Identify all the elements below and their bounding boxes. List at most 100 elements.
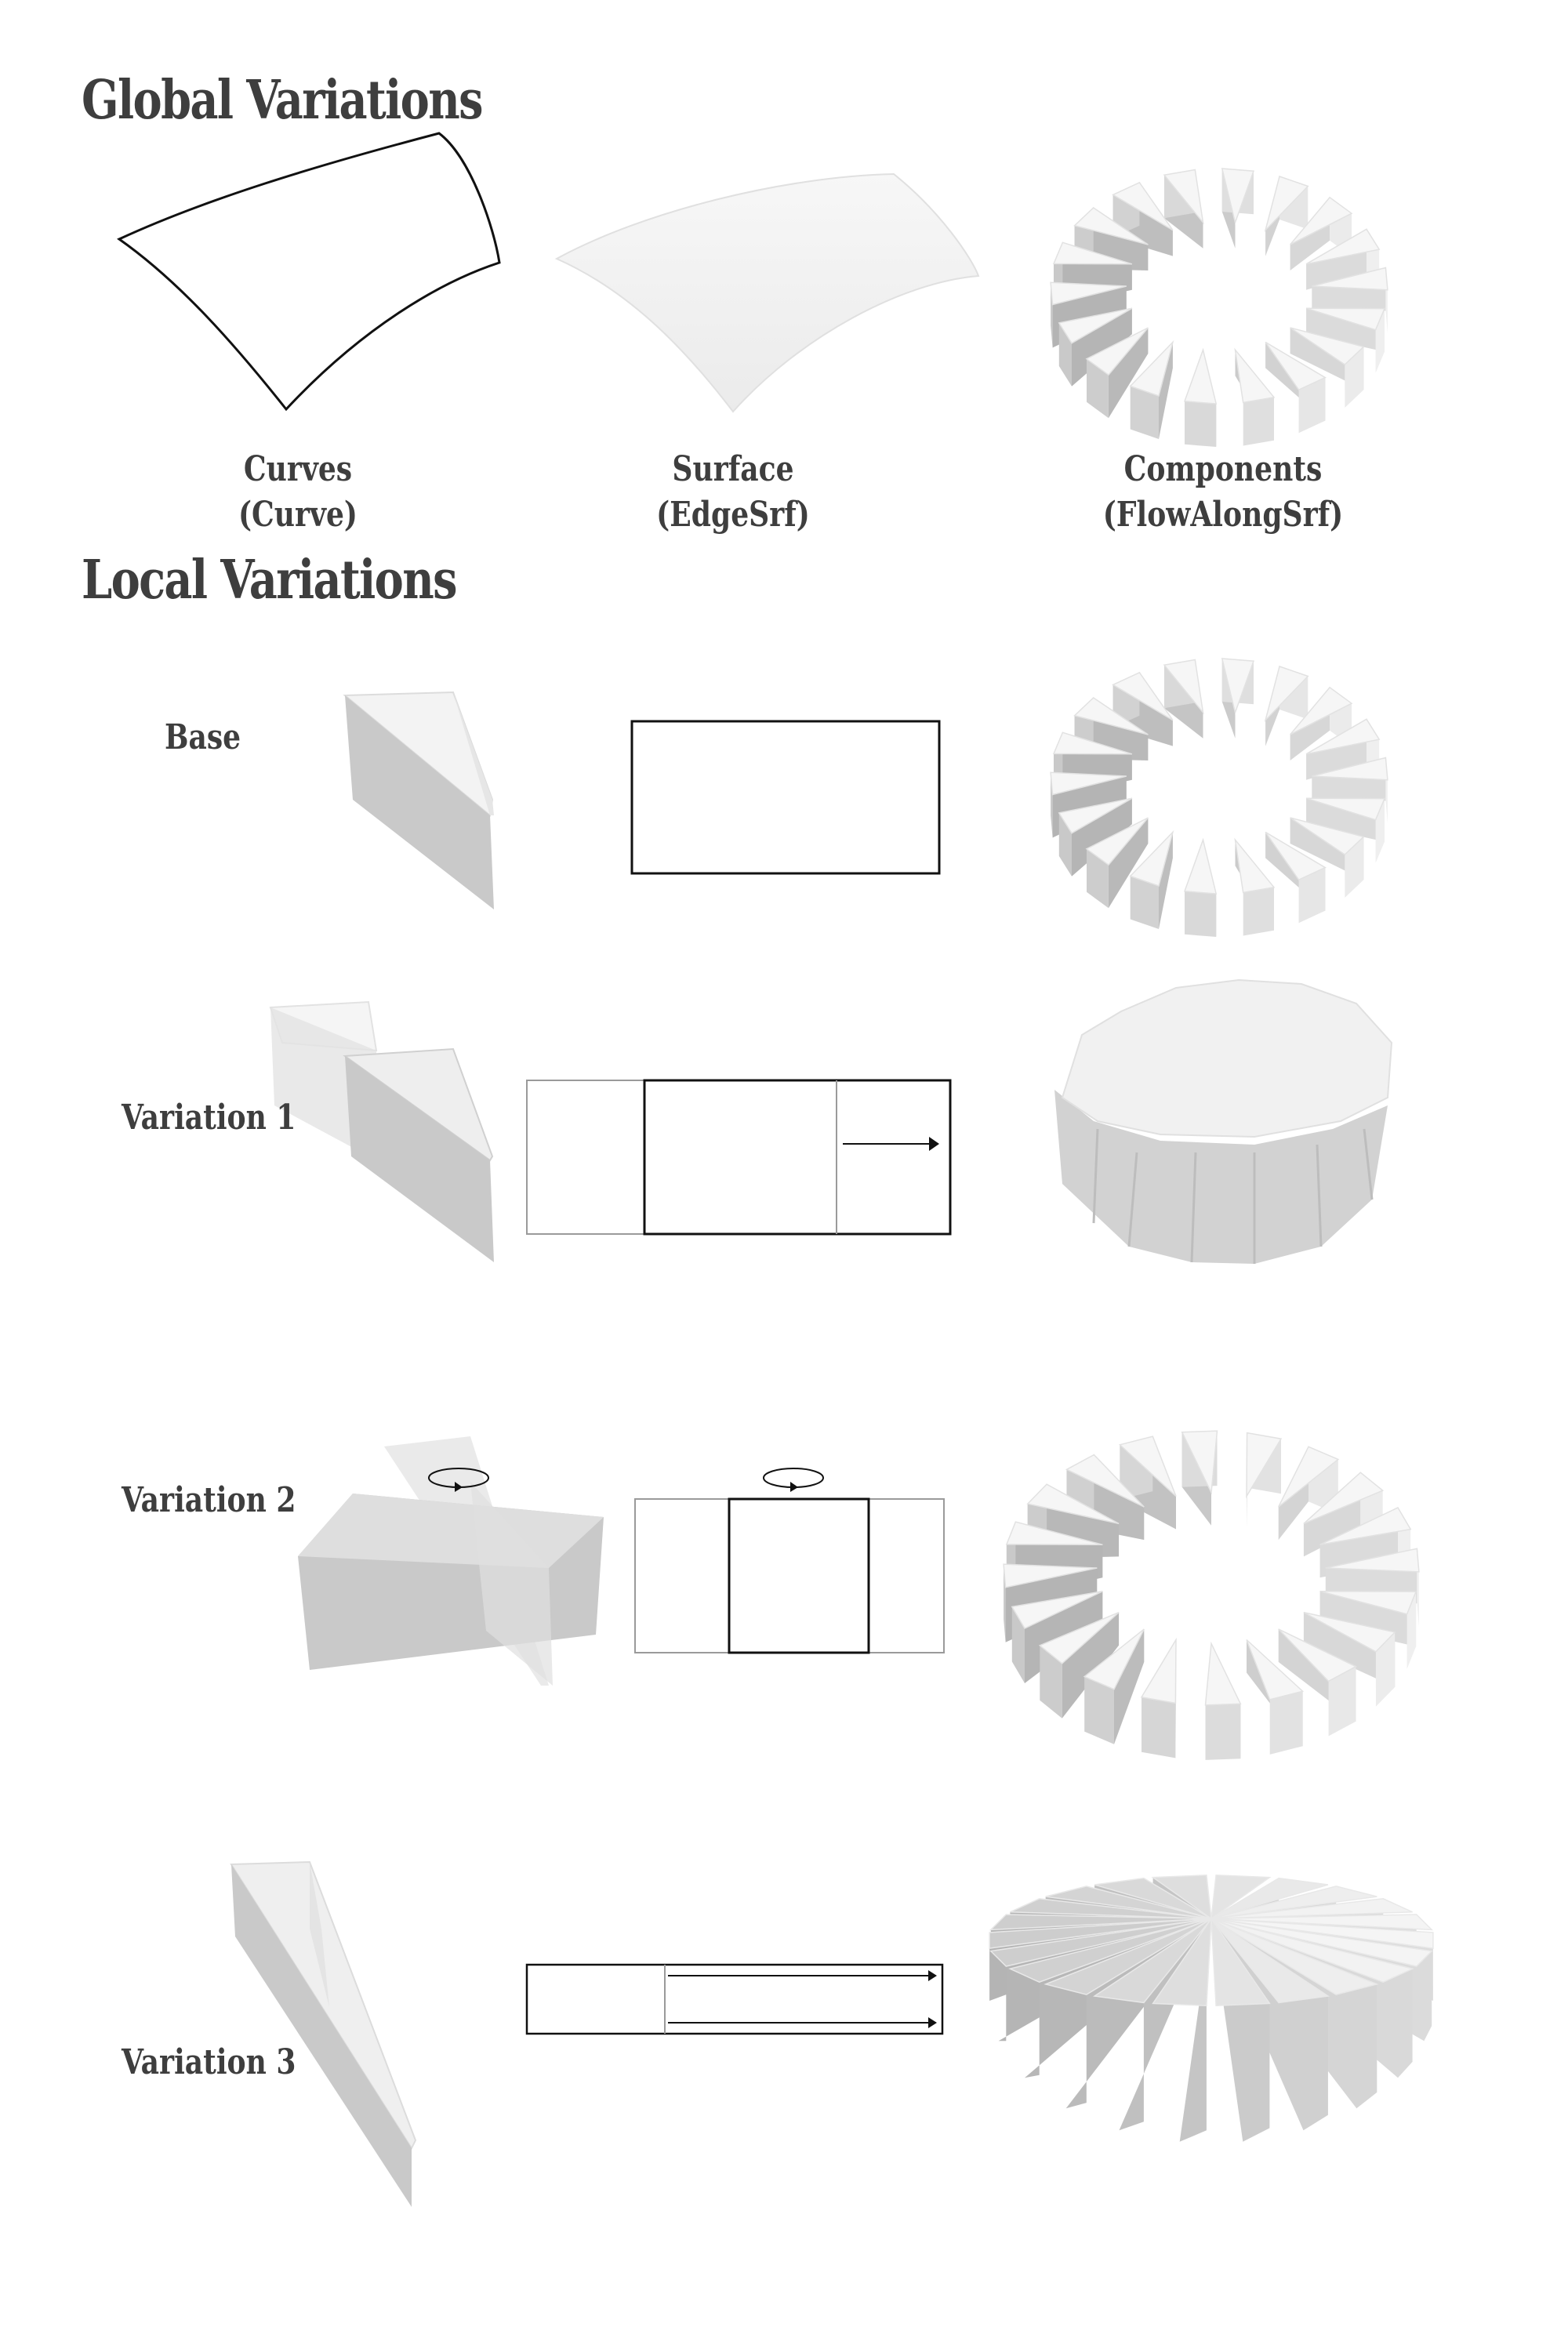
blade-face bbox=[1264, 176, 1309, 233]
blade-face bbox=[1085, 817, 1149, 866]
blade-face bbox=[1163, 169, 1204, 225]
blade-face bbox=[1118, 1436, 1177, 1497]
blade-face bbox=[1093, 1918, 1212, 2004]
row-label-base: Base bbox=[165, 717, 241, 757]
blade-face bbox=[1052, 241, 1133, 265]
blade-face bbox=[1108, 818, 1149, 909]
shift-arrow-head bbox=[929, 1137, 939, 1151]
blade-face bbox=[1140, 1637, 1177, 1704]
blade-face bbox=[1221, 168, 1255, 225]
blade-face bbox=[1210, 1918, 1330, 2004]
blade-face bbox=[1205, 1704, 1241, 1760]
blade-face bbox=[1073, 207, 1149, 245]
blade-face bbox=[1210, 1898, 1413, 1920]
blade-face bbox=[1058, 797, 1133, 834]
local-variations-title: Local Variations bbox=[82, 549, 458, 612]
row-label-variation3: Variation 3 bbox=[122, 2042, 296, 2082]
blade-face bbox=[1312, 267, 1388, 291]
blade-face bbox=[1298, 867, 1326, 924]
blade-face bbox=[1185, 401, 1217, 447]
blade-face bbox=[1210, 1918, 1433, 1967]
variation1-surface bbox=[526, 1079, 952, 1236]
blade-face bbox=[1246, 1639, 1305, 1700]
blade-face bbox=[1204, 1641, 1242, 1706]
blade-face bbox=[1246, 1432, 1283, 1499]
blade-face bbox=[1345, 837, 1364, 898]
blade-face bbox=[1325, 1548, 1420, 1573]
blade-face bbox=[1087, 848, 1109, 909]
blade-face bbox=[1094, 1877, 1212, 1920]
blade-face bbox=[1243, 397, 1274, 446]
blade-face bbox=[1328, 1666, 1356, 1737]
blade-face bbox=[1406, 1592, 1417, 1669]
blade-face bbox=[1312, 757, 1388, 781]
blade-face bbox=[1073, 697, 1149, 735]
blade-face bbox=[1305, 307, 1386, 331]
blade-face bbox=[1234, 837, 1276, 894]
blade-face bbox=[1044, 1918, 1212, 1995]
components-dome-variation3 bbox=[989, 1875, 1434, 2142]
blade-face bbox=[1163, 659, 1204, 715]
blade-face bbox=[1210, 1886, 1377, 1920]
blade-face bbox=[1058, 307, 1133, 344]
blade-face bbox=[1375, 1632, 1396, 1707]
caption-curves-subtitle: (Curve) bbox=[238, 495, 358, 535]
caption-curves-title: Curves bbox=[243, 449, 353, 489]
blade-face bbox=[1114, 1628, 1145, 1744]
blade-face bbox=[1112, 181, 1174, 231]
caption-components: Components (FlowAlongSrf) bbox=[1075, 447, 1370, 538]
variation2-surface bbox=[634, 1468, 945, 1654]
blade-face bbox=[1026, 1483, 1120, 1525]
blade-face bbox=[1108, 328, 1149, 419]
blade-face bbox=[1221, 658, 1255, 715]
blade-face bbox=[1159, 832, 1173, 929]
blade-face bbox=[989, 1914, 1212, 1931]
base-component bbox=[343, 691, 494, 909]
blade-face bbox=[1210, 1918, 1414, 1984]
blade-face bbox=[1319, 1507, 1412, 1546]
curve-outline bbox=[117, 132, 501, 412]
blade-face bbox=[1129, 829, 1174, 887]
blade-face bbox=[1290, 196, 1353, 245]
variation3-component bbox=[230, 1860, 417, 2207]
blade-face bbox=[1040, 1645, 1062, 1719]
variation1-result bbox=[1054, 978, 1393, 1264]
blade-face bbox=[1185, 891, 1217, 937]
blade-face bbox=[1159, 342, 1173, 439]
blade-face bbox=[1050, 281, 1127, 306]
variation2-component bbox=[298, 1436, 604, 1686]
blade-face bbox=[1038, 1611, 1120, 1664]
blade-face bbox=[1008, 1918, 1212, 1984]
blade-face bbox=[1298, 377, 1326, 434]
blade-face bbox=[1152, 1916, 1212, 2006]
blade-face bbox=[1290, 686, 1353, 735]
caption-surface: Surface (EdgeSrf) bbox=[585, 447, 880, 538]
blade-face bbox=[1265, 341, 1327, 391]
blade-face bbox=[1065, 1918, 1211, 2109]
blade-face bbox=[989, 1918, 1212, 1949]
blade-face bbox=[1142, 1697, 1176, 1759]
caption-surface-subtitle: (EdgeSrf) bbox=[656, 495, 810, 535]
blade-face bbox=[1112, 671, 1174, 721]
blade-face bbox=[1210, 1918, 1379, 1995]
blade-face bbox=[1051, 282, 1053, 348]
blade-face bbox=[1264, 666, 1309, 723]
blade-face bbox=[1319, 1590, 1417, 1615]
blade-face bbox=[1278, 1628, 1358, 1682]
blade-face bbox=[1305, 228, 1381, 265]
blade-face bbox=[1290, 327, 1365, 365]
caption-surface-title: Surface bbox=[672, 449, 794, 489]
blade-face bbox=[1065, 1454, 1145, 1508]
blade-face bbox=[1345, 347, 1364, 408]
blade-face bbox=[1303, 1472, 1385, 1525]
blade-face bbox=[989, 1918, 1212, 1967]
blade-face bbox=[1210, 1875, 1272, 1920]
blade-face bbox=[1183, 837, 1218, 895]
blade-face bbox=[1062, 1612, 1120, 1719]
blade-face bbox=[1269, 1691, 1303, 1755]
components-ring-variation2 bbox=[1003, 1430, 1420, 1760]
components-ring-global bbox=[1050, 168, 1388, 447]
blade-face bbox=[1085, 327, 1149, 376]
variation1-component bbox=[269, 1000, 494, 1262]
blade-face bbox=[1303, 1611, 1396, 1653]
